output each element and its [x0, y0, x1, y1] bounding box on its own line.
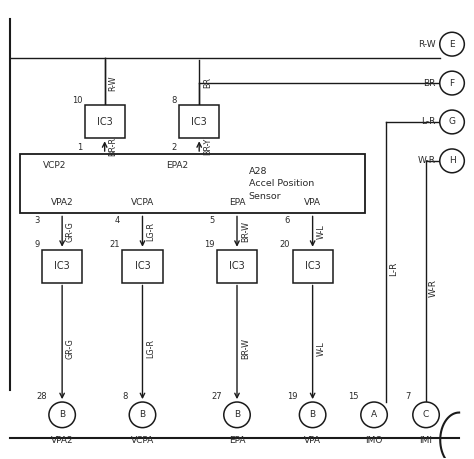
Text: IMI: IMI: [419, 436, 433, 445]
Bar: [292, 250, 333, 283]
Text: IC3: IC3: [97, 117, 112, 127]
Text: 5: 5: [210, 216, 215, 225]
Text: B: B: [139, 410, 146, 420]
Text: F: F: [449, 78, 455, 88]
Text: IC3: IC3: [305, 261, 320, 271]
Text: IC3: IC3: [191, 117, 207, 127]
Text: B: B: [59, 410, 65, 420]
Text: VPA: VPA: [304, 436, 321, 445]
Text: 15: 15: [348, 392, 359, 401]
Text: G: G: [448, 118, 456, 127]
Text: W-R: W-R: [429, 279, 438, 297]
Text: L-R: L-R: [389, 261, 398, 275]
Bar: [217, 250, 257, 283]
Text: B: B: [310, 410, 316, 420]
Text: EPA2: EPA2: [166, 161, 188, 170]
Bar: [19, 154, 365, 213]
Text: 7: 7: [406, 392, 411, 401]
Text: BR: BR: [203, 77, 212, 88]
Circle shape: [361, 402, 387, 428]
Text: W-L: W-L: [317, 341, 325, 356]
Text: 1: 1: [77, 143, 82, 152]
Circle shape: [440, 71, 465, 95]
Bar: [122, 250, 163, 283]
Text: 3: 3: [34, 216, 40, 225]
Text: B: B: [234, 410, 240, 420]
Text: L-R: L-R: [421, 118, 436, 127]
Text: W-R: W-R: [418, 157, 436, 165]
Text: H: H: [449, 157, 456, 165]
Text: 20: 20: [280, 240, 290, 249]
Text: 2: 2: [172, 143, 177, 152]
Circle shape: [413, 402, 439, 428]
Text: C: C: [423, 410, 429, 420]
Text: 8: 8: [172, 95, 177, 105]
Circle shape: [440, 149, 465, 173]
Text: IC3: IC3: [135, 261, 150, 271]
Text: VPA: VPA: [304, 198, 321, 207]
Text: 10: 10: [72, 95, 82, 105]
Text: A28
Accel Position
Sensor: A28 Accel Position Sensor: [249, 167, 314, 201]
Text: VPA2: VPA2: [51, 436, 73, 445]
Text: 9: 9: [35, 240, 40, 249]
Text: IC3: IC3: [54, 261, 70, 271]
Text: 8: 8: [122, 392, 128, 401]
Text: 19: 19: [287, 392, 298, 401]
Circle shape: [440, 32, 465, 56]
Text: 6: 6: [285, 216, 290, 225]
Bar: [179, 106, 219, 139]
Text: BR-W: BR-W: [241, 338, 250, 359]
Circle shape: [49, 402, 75, 428]
Text: 21: 21: [109, 240, 120, 249]
Circle shape: [224, 402, 250, 428]
Text: A: A: [371, 410, 377, 420]
Text: E: E: [449, 39, 455, 49]
Text: VCPA: VCPA: [131, 198, 154, 207]
Text: VPA2: VPA2: [51, 198, 73, 207]
Text: BR-R: BR-R: [109, 137, 118, 156]
Text: IC3: IC3: [229, 261, 245, 271]
Text: W-L: W-L: [317, 224, 325, 239]
Text: BR-W: BR-W: [241, 221, 250, 242]
Text: EPA: EPA: [229, 436, 245, 445]
Text: IMO: IMO: [365, 436, 383, 445]
Text: 28: 28: [36, 392, 47, 401]
Circle shape: [300, 402, 326, 428]
Text: BR-Y: BR-Y: [203, 138, 212, 155]
Text: EPA: EPA: [229, 198, 245, 207]
Text: LG-R: LG-R: [146, 339, 155, 358]
Bar: [84, 106, 125, 139]
Circle shape: [440, 110, 465, 134]
Bar: [42, 250, 82, 283]
Text: BR: BR: [424, 78, 436, 88]
Text: R-W: R-W: [109, 75, 118, 90]
Text: GR-G: GR-G: [66, 221, 75, 242]
Text: GR-G: GR-G: [66, 338, 75, 359]
Text: VCPA: VCPA: [131, 436, 154, 445]
Text: 19: 19: [204, 240, 215, 249]
Text: VCP2: VCP2: [43, 161, 67, 170]
Text: R-W: R-W: [419, 39, 436, 49]
Text: 4: 4: [115, 216, 120, 225]
Circle shape: [129, 402, 156, 428]
Text: 27: 27: [211, 392, 222, 401]
Text: LG-R: LG-R: [146, 222, 155, 241]
